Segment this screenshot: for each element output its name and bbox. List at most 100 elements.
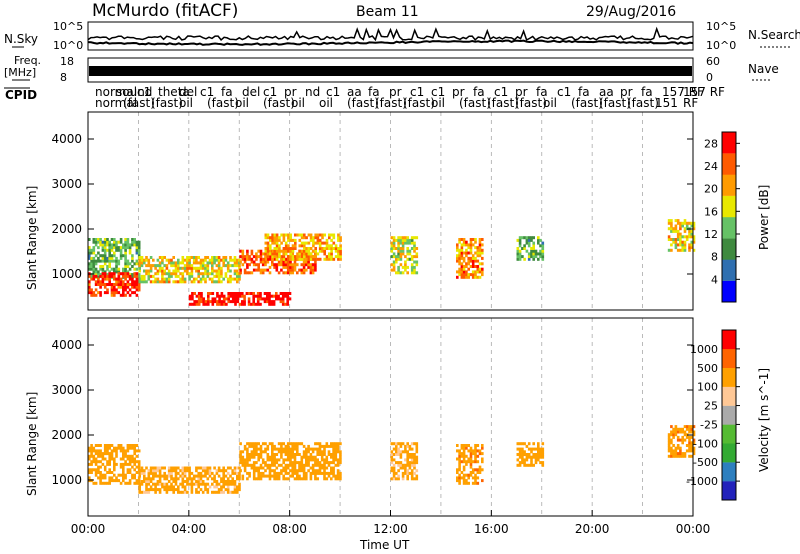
- data-cell: [525, 444, 529, 448]
- data-cell: [224, 488, 228, 492]
- data-cell: [181, 272, 185, 276]
- data-cell: [302, 455, 306, 459]
- data-cell: [216, 302, 219, 306]
- colorbar-swatch: [722, 386, 736, 406]
- data-cell: [229, 280, 232, 284]
- data-cell: [215, 482, 219, 486]
- data-cell: [390, 236, 394, 240]
- data-cell: [401, 247, 405, 250]
- data-cell: [404, 241, 407, 245]
- data-cell: [688, 427, 691, 431]
- data-cell: [97, 454, 100, 458]
- data-cell: [266, 458, 270, 462]
- data-cell: [282, 458, 285, 462]
- data-cell: [110, 444, 114, 447]
- data-cell: [467, 481, 470, 485]
- data-cell: [99, 481, 102, 485]
- data-cell: [119, 254, 123, 258]
- data-cell: [197, 294, 201, 298]
- data-cell: [143, 274, 146, 278]
- data-cell: [474, 270, 477, 274]
- data-cell: [131, 238, 134, 241]
- data-cell: [291, 474, 294, 478]
- data-cell: [206, 488, 210, 492]
- data-cell: [94, 468, 98, 472]
- data-cell: [174, 269, 178, 273]
- cpid-entry: c1: [494, 85, 508, 99]
- colorbar-frame: [721, 131, 737, 303]
- data-cell: [161, 466, 164, 470]
- data-cell: [94, 280, 98, 284]
- data-cell: [90, 259, 93, 263]
- data-cell: [161, 256, 164, 259]
- data-cell: [460, 246, 464, 250]
- data-cell: [170, 264, 173, 268]
- data-cell: [478, 471, 482, 474]
- data-cell: [174, 466, 178, 470]
- data-cell: [239, 271, 242, 275]
- data-cell: [309, 263, 313, 267]
- data-cell: [667, 227, 671, 231]
- data-cell: [330, 233, 333, 237]
- data-cell: [325, 477, 329, 481]
- data-cell: [92, 457, 96, 461]
- y-tick-label: 2000: [51, 428, 82, 442]
- data-cell: [133, 460, 136, 464]
- data-cell: [131, 273, 134, 277]
- data-cell: [314, 477, 317, 481]
- data-cell: [532, 247, 535, 250]
- data-cell: [167, 280, 171, 284]
- data-cell: [213, 474, 216, 478]
- data-cell: [241, 302, 244, 306]
- data-cell: [94, 449, 98, 453]
- data-cell: [97, 471, 100, 474]
- data-cell: [110, 254, 114, 258]
- freq-label: Freq.: [14, 54, 41, 67]
- data-cell: [683, 430, 687, 434]
- data-cell: [222, 474, 225, 478]
- data-cell: [667, 248, 671, 252]
- data-cell: [282, 263, 285, 267]
- data-cell: [195, 277, 198, 281]
- data-cell: [158, 266, 162, 270]
- data-cell: [690, 425, 694, 429]
- data-cell: [337, 247, 340, 250]
- data-cell: [318, 244, 322, 248]
- data-cell: [191, 302, 194, 306]
- data-cell: [413, 466, 416, 470]
- data-cell: [286, 263, 290, 267]
- data-cell: [303, 244, 306, 248]
- data-cell: [103, 248, 107, 252]
- data-cell: [106, 238, 109, 241]
- data-cell: [122, 283, 125, 286]
- data-cell: [252, 300, 255, 304]
- data-cell: [323, 466, 326, 470]
- data-cell: [99, 280, 102, 284]
- data-cell: [224, 264, 228, 268]
- data-cell: [410, 453, 414, 456]
- data-cell: [413, 265, 416, 269]
- data-cell: [224, 258, 228, 262]
- data-cell: [211, 471, 214, 475]
- data-cell: [117, 267, 121, 271]
- data-cell: [390, 455, 394, 459]
- data-cell: [314, 474, 317, 478]
- data-cell: [97, 280, 100, 284]
- data-cell: [318, 247, 322, 250]
- data-cell: [124, 248, 127, 252]
- data-cell: [406, 247, 409, 250]
- data-cell: [277, 463, 281, 467]
- data-cell: [327, 463, 331, 467]
- data-cell: [217, 258, 221, 262]
- data-cell: [462, 273, 466, 277]
- data-cell: [271, 455, 274, 459]
- data-cell: [275, 292, 278, 295]
- data-cell: [106, 267, 109, 271]
- data-cell: [231, 294, 235, 298]
- data-cell: [681, 430, 684, 434]
- data-cell: [467, 444, 470, 447]
- data-cell: [170, 477, 173, 481]
- data-cell: [252, 297, 255, 301]
- data-cell: [226, 480, 230, 483]
- cpid-entry: RF: [683, 96, 698, 110]
